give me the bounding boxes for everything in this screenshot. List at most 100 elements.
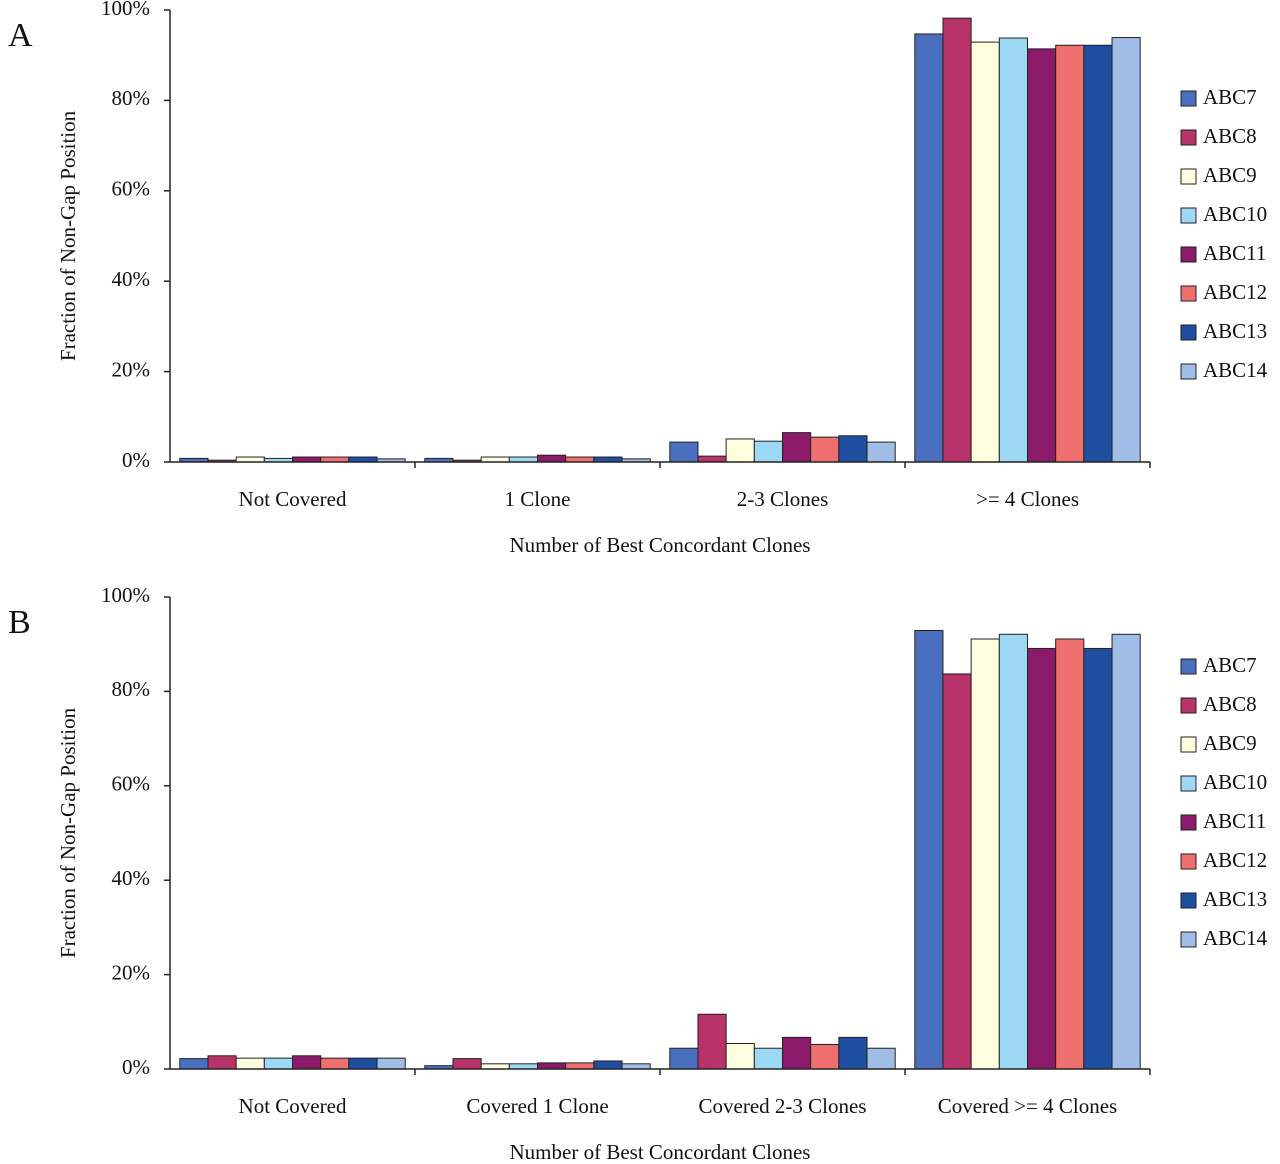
legend-swatch — [1180, 892, 1197, 909]
bar — [1083, 647, 1113, 1070]
bar — [1111, 37, 1141, 463]
y-axis-title: Fraction of Non-Gap Position — [56, 110, 80, 361]
bar — [838, 435, 868, 463]
bar — [593, 1060, 623, 1070]
bar — [914, 33, 944, 463]
legend-label: ABC10 — [1203, 770, 1267, 794]
y-tick-label: 0% — [122, 1055, 150, 1079]
y-tick-label: 60% — [112, 177, 151, 201]
legend-swatch — [1180, 129, 1197, 146]
legend-label: ABC12 — [1203, 280, 1267, 304]
bar — [942, 17, 972, 463]
legend-swatch — [1180, 246, 1197, 263]
y-tick-label: 40% — [112, 866, 151, 890]
bar — [1027, 647, 1057, 1070]
legend-label: ABC11 — [1203, 241, 1266, 265]
legend-label: ABC13 — [1203, 887, 1267, 911]
y-tick-label: 60% — [112, 772, 151, 796]
bar — [970, 638, 1000, 1070]
bar — [1027, 48, 1057, 463]
legend-swatch — [1180, 90, 1197, 107]
legend-swatch — [1180, 775, 1197, 792]
bar — [753, 1047, 784, 1070]
legend-label: ABC14 — [1203, 926, 1268, 950]
bar — [565, 1062, 595, 1070]
bar — [1055, 44, 1085, 463]
y-tick-label: 80% — [112, 86, 151, 110]
legend-label: ABC9 — [1203, 163, 1257, 187]
legend-swatch — [1180, 931, 1197, 948]
bar — [725, 1043, 755, 1070]
bar — [914, 630, 944, 1070]
bar — [942, 673, 972, 1070]
legend-swatch — [1180, 285, 1197, 302]
bar — [669, 1047, 699, 1070]
bar — [998, 633, 1029, 1070]
y-tick-label: 20% — [112, 357, 151, 381]
bar — [1055, 638, 1085, 1070]
y-tick-label: 100% — [101, 583, 150, 607]
legend-swatch — [1180, 853, 1197, 870]
legend-label: ABC12 — [1203, 848, 1267, 872]
y-axis-title: Fraction of Non-Gap Position — [56, 707, 80, 958]
legend-label: ABC7 — [1203, 85, 1257, 109]
x-tick-label: Not Covered — [239, 1094, 347, 1118]
x-tick-label: Covered 2-3 Clones — [699, 1094, 867, 1118]
bar — [753, 440, 784, 463]
bar — [669, 441, 699, 463]
bar — [970, 41, 1000, 463]
bar — [537, 1062, 567, 1070]
bar — [725, 438, 755, 463]
legend-swatch — [1180, 736, 1197, 753]
bar — [320, 1057, 350, 1070]
bar — [537, 454, 567, 463]
legend-label: ABC9 — [1203, 731, 1257, 755]
bar — [1111, 633, 1141, 1070]
bar — [866, 1047, 896, 1070]
panel-label: B — [8, 604, 31, 641]
x-tick-label: >= 4 Clones — [976, 487, 1079, 511]
bar — [508, 1063, 539, 1070]
y-tick-label: 100% — [101, 0, 150, 20]
bar — [621, 1063, 651, 1070]
x-tick-label: Not Covered — [239, 487, 347, 511]
bar — [263, 1057, 294, 1070]
x-axis-title: Number of Best Concordant Clones — [510, 533, 811, 557]
bar — [697, 455, 727, 463]
bar — [866, 441, 896, 463]
legend-label: ABC10 — [1203, 202, 1267, 226]
x-tick-label: 1 Clone — [505, 487, 571, 511]
y-tick-label: 0% — [122, 448, 150, 472]
legend-swatch — [1180, 814, 1197, 831]
bar — [452, 1058, 482, 1070]
legend-label: ABC8 — [1203, 124, 1257, 148]
bar — [179, 1058, 209, 1070]
y-tick-label: 20% — [112, 960, 151, 984]
legend-swatch — [1180, 324, 1197, 341]
x-tick-label: 2-3 Clones — [737, 487, 829, 511]
legend-label: ABC7 — [1203, 653, 1257, 677]
y-tick-label: 40% — [112, 267, 151, 291]
legend-swatch — [1180, 168, 1197, 185]
bar — [207, 1055, 237, 1070]
legend-swatch — [1180, 697, 1197, 714]
bar — [348, 1057, 378, 1070]
x-tick-label: Covered >= 4 Clones — [938, 1094, 1117, 1118]
bar — [376, 1057, 406, 1070]
legend-label: ABC11 — [1203, 809, 1266, 833]
x-tick-label: Covered 1 Clone — [466, 1094, 608, 1118]
bar — [810, 1043, 840, 1070]
legend-swatch — [1180, 658, 1197, 675]
legend-swatch — [1180, 363, 1197, 380]
bar — [235, 1057, 265, 1070]
y-tick-label: 80% — [112, 677, 151, 701]
bar — [782, 432, 812, 463]
bar — [480, 1063, 510, 1070]
bar — [1083, 44, 1113, 463]
bar — [782, 1036, 812, 1070]
legend-label: ABC14 — [1203, 358, 1268, 382]
bar — [838, 1036, 868, 1070]
bar — [292, 1055, 322, 1070]
panel-label: A — [8, 17, 33, 54]
